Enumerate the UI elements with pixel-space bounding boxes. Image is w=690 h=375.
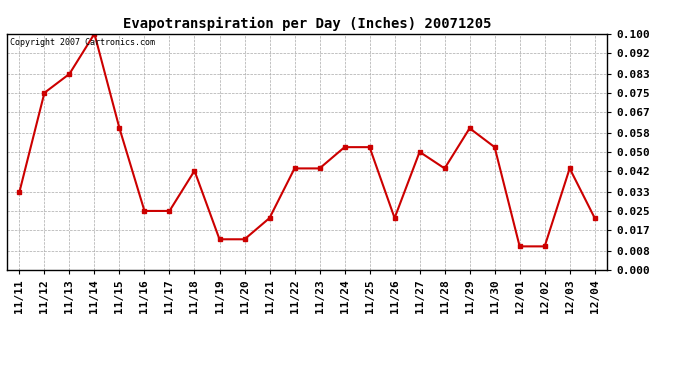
Title: Evapotranspiration per Day (Inches) 20071205: Evapotranspiration per Day (Inches) 2007… [123,17,491,31]
Text: Copyright 2007 Cartronics.com: Copyright 2007 Cartronics.com [10,39,155,48]
